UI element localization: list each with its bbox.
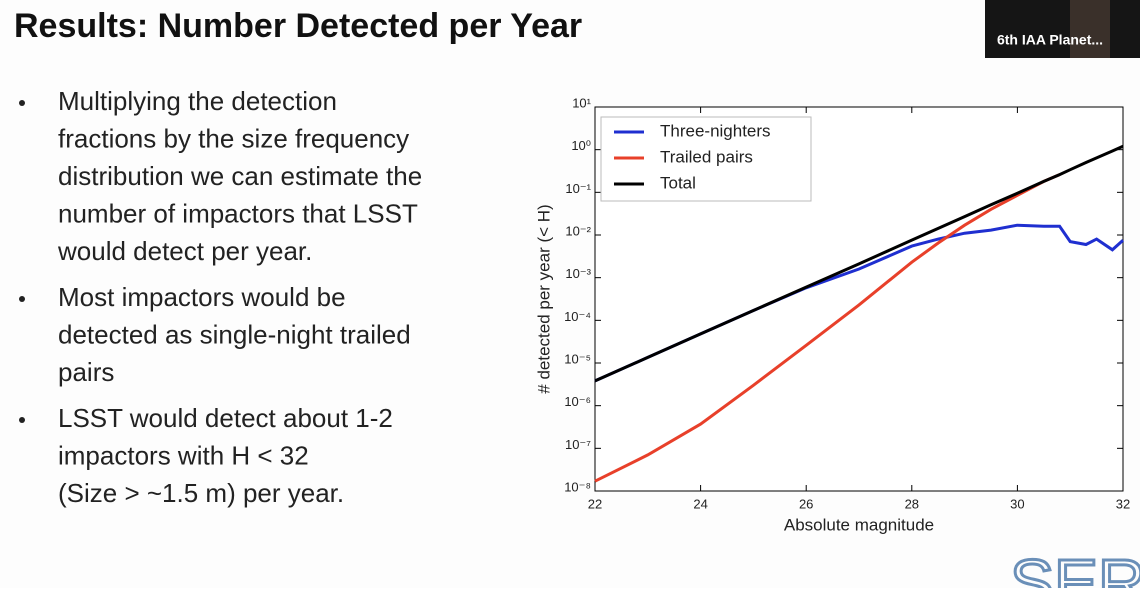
bullet-text: Most impactors would be bbox=[58, 282, 346, 312]
bullet-text: would detect per year. bbox=[57, 236, 312, 266]
y-tick-label: 10⁰ bbox=[571, 138, 591, 153]
video-person bbox=[1070, 0, 1110, 58]
bullet-text: fractions by the size frequency bbox=[58, 123, 409, 153]
y-tick-label: 10⁻³ bbox=[565, 266, 591, 281]
x-tick-label: 24 bbox=[693, 496, 707, 511]
bullet-text: LSST would detect about 1-2 bbox=[58, 403, 393, 433]
y-tick-label: 10⁻⁴ bbox=[564, 309, 591, 324]
x-tick-label: 32 bbox=[1116, 496, 1130, 511]
series-line bbox=[594, 144, 1124, 383]
bullet-dot bbox=[19, 296, 25, 302]
legend-label: Total bbox=[660, 173, 696, 192]
bullet-text: detected as single-night trailed bbox=[58, 319, 411, 349]
bullet-text: distribution we can estimate the bbox=[58, 161, 422, 191]
bullet-text: (Size > ~1.5 m) per year. bbox=[58, 478, 344, 508]
bullet-dot bbox=[19, 100, 25, 106]
bullet-text: impactors with H < 32 bbox=[58, 440, 309, 470]
y-tick-label: 10⁻⁷ bbox=[565, 437, 591, 452]
x-tick-label: 26 bbox=[799, 496, 813, 511]
y-tick-label: 10⁻⁸ bbox=[564, 479, 591, 494]
legend-label: Three-nighters bbox=[660, 121, 771, 140]
bullet-text: pairs bbox=[58, 357, 114, 387]
video-thumbnail bbox=[985, 0, 1140, 58]
x-tick-label: 28 bbox=[905, 496, 919, 511]
bullet-dot bbox=[19, 417, 25, 423]
logo: SERV bbox=[1010, 545, 1140, 588]
y-tick-label: 10⁻¹ bbox=[565, 181, 591, 196]
series-line bbox=[594, 173, 1061, 483]
y-axis-label: # detected per year (< H) bbox=[534, 204, 553, 393]
legend-label: Trailed pairs bbox=[660, 147, 753, 166]
bullet-text: number of impactors that LSST bbox=[58, 198, 418, 228]
x-tick-label: 22 bbox=[588, 496, 602, 511]
video-label: 6th IAA Planet... bbox=[997, 32, 1103, 48]
y-tick-label: 10⁻² bbox=[565, 223, 591, 238]
bullet-text: Multiplying the detection bbox=[58, 86, 337, 116]
slide-title: Results: Number Detected per Year bbox=[14, 7, 582, 45]
y-tick-label: 10⁻⁵ bbox=[564, 351, 591, 366]
y-tick-label: 10¹ bbox=[572, 95, 591, 110]
y-tick-label: 10⁻⁶ bbox=[564, 394, 591, 409]
x-axis-label: Absolute magnitude bbox=[784, 515, 934, 534]
x-tick-label: 30 bbox=[1010, 496, 1024, 511]
